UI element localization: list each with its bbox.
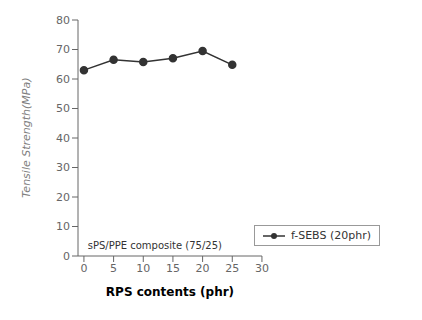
svg-text:40: 40 xyxy=(56,132,70,145)
svg-text:20: 20 xyxy=(56,191,70,204)
svg-text:30: 30 xyxy=(255,262,269,275)
svg-text:sPS/PPE composite (75/25): sPS/PPE composite (75/25) xyxy=(88,240,222,251)
svg-text:10: 10 xyxy=(56,220,70,233)
svg-text:0: 0 xyxy=(80,262,87,275)
svg-text:30: 30 xyxy=(56,161,70,174)
svg-text:25: 25 xyxy=(225,262,239,275)
svg-text:70: 70 xyxy=(56,43,70,56)
svg-text:5: 5 xyxy=(110,262,117,275)
svg-text:80: 80 xyxy=(56,14,70,27)
html-text:f-SEBS (20phr): f-SEBS (20phr) xyxy=(290,229,371,242)
svg-text:Tensile Strength(MPa): Tensile Strength(MPa) xyxy=(20,78,33,198)
svg-text:RPS contents (phr): RPS contents (phr) xyxy=(106,285,234,299)
svg-text:15: 15 xyxy=(166,262,180,275)
svg-text:10: 10 xyxy=(136,262,150,275)
svg-text:0: 0 xyxy=(63,250,70,263)
svg-text:60: 60 xyxy=(56,73,70,86)
svg-text:20: 20 xyxy=(196,262,210,275)
svg-text:50: 50 xyxy=(56,102,70,115)
